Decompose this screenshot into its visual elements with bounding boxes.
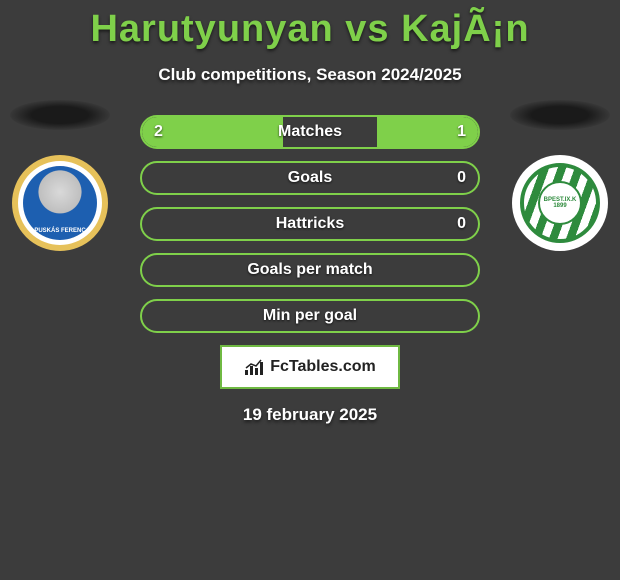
right-club-badge-text-bottom: 1899 — [553, 203, 566, 209]
page-title: Harutyunyan vs KajÃ¡n — [0, 0, 620, 51]
shadow-oval-left — [10, 100, 110, 130]
stat-value-right: 0 — [457, 209, 466, 239]
right-club-badge-stripes: BPEST.IX.K 1899 — [520, 163, 600, 243]
stat-row: Hattricks0 — [140, 207, 480, 241]
stat-value-right: 1 — [457, 117, 466, 147]
right-club-badge: BPEST.IX.K 1899 — [512, 155, 608, 251]
branding-text: FcTables.com — [270, 358, 376, 376]
stat-label: Min per goal — [142, 301, 478, 331]
stat-value-right: 0 — [457, 163, 466, 193]
page-subtitle: Club competitions, Season 2024/2025 — [0, 65, 620, 85]
branding-box: FcTables.com — [220, 345, 400, 389]
left-club-badge-text: PUSKÁS FERENC — [34, 228, 85, 234]
right-club-column: BPEST.IX.K 1899 — [510, 100, 610, 251]
stat-row: Goals per match — [140, 253, 480, 287]
stat-bars-container: Matches21Goals0Hattricks0Goals per match… — [140, 115, 480, 333]
left-club-badge: PUSKÁS FERENC — [12, 155, 108, 251]
stat-label: Goals per match — [142, 255, 478, 285]
stat-row: Min per goal — [140, 299, 480, 333]
chart-icon — [244, 358, 266, 376]
shadow-oval-right — [510, 100, 610, 130]
right-club-badge-center: BPEST.IX.K 1899 — [538, 181, 582, 225]
stat-label: Hattricks — [142, 209, 478, 239]
left-club-column: PUSKÁS FERENC — [10, 100, 110, 251]
date-text: 19 february 2025 — [0, 405, 620, 425]
left-club-badge-inner: PUSKÁS FERENC — [23, 166, 97, 240]
stat-row: Matches2 1 — [140, 115, 480, 149]
stat-label: Matches — [142, 117, 478, 147]
stat-label: Goals — [142, 163, 478, 193]
stat-value-left: 2 — [154, 117, 163, 147]
stat-row: Goals0 — [140, 161, 480, 195]
